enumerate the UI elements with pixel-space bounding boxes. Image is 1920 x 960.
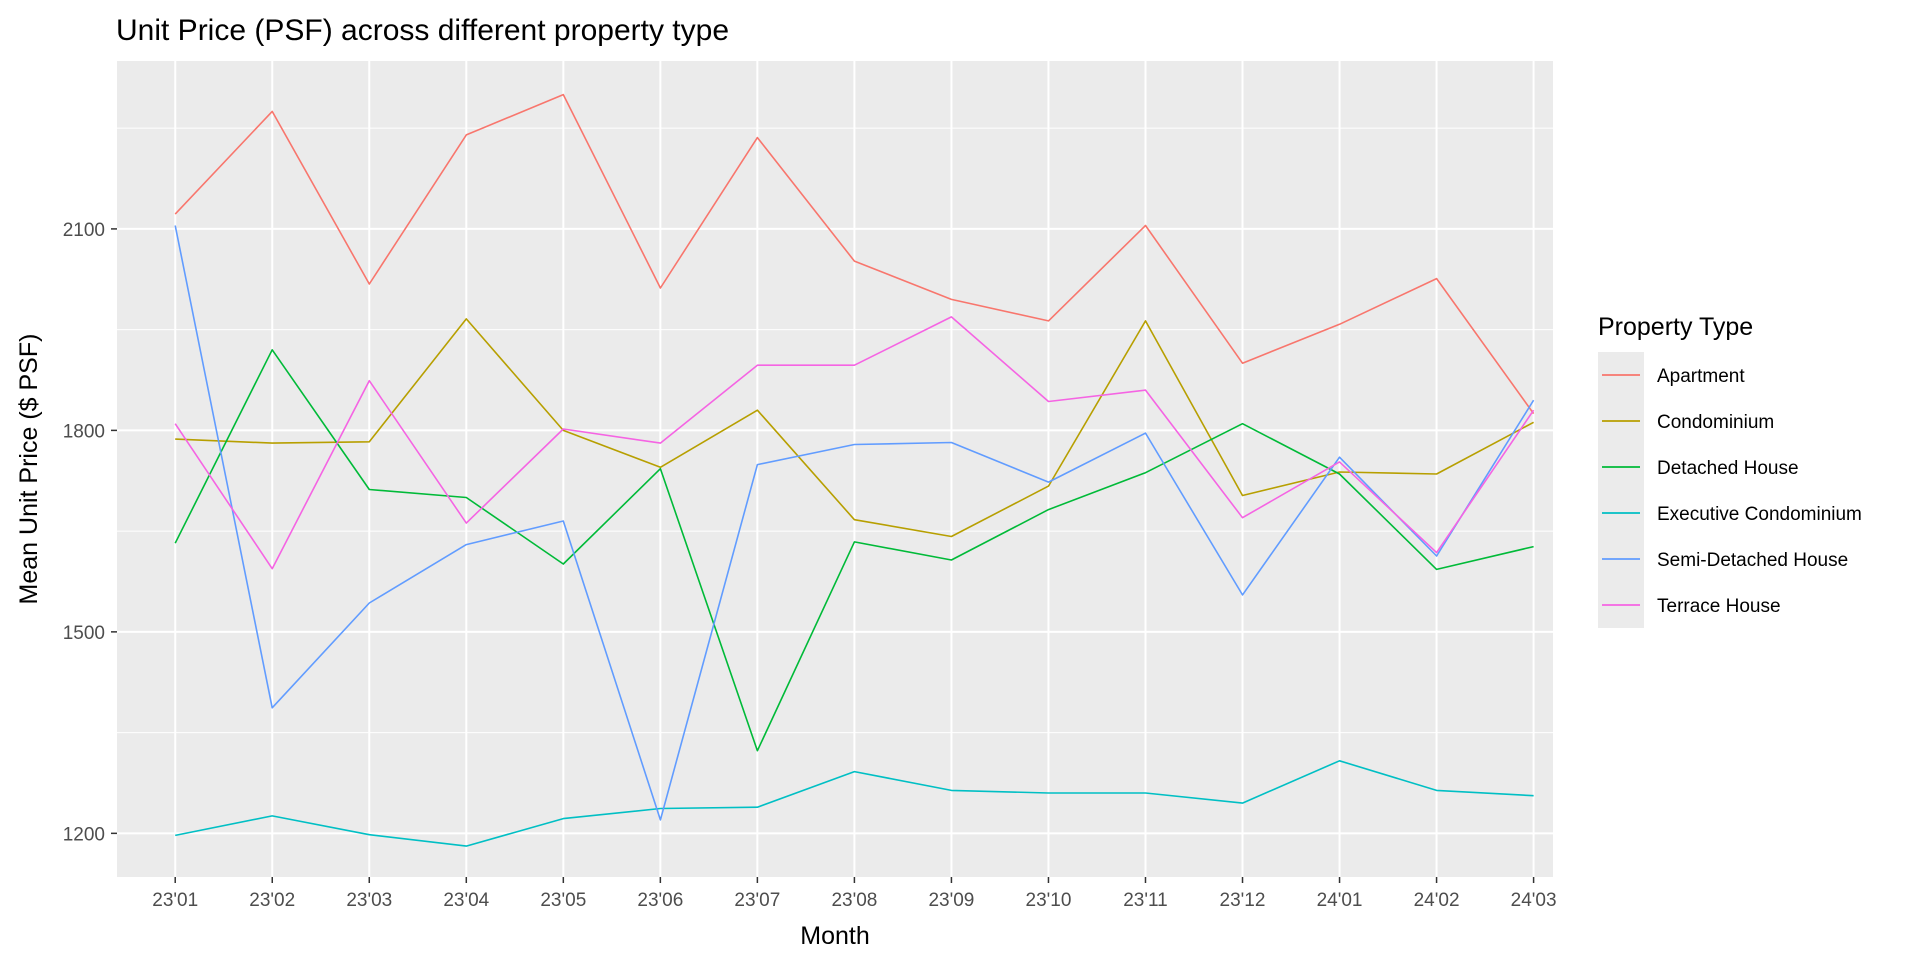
legend-title: Property Type <box>1598 313 1753 341</box>
x-tick-label: 24'03 <box>1511 890 1557 911</box>
y-axis: 1200 1500 1800 2100 <box>63 220 117 845</box>
x-tick-label: 23'07 <box>734 890 780 911</box>
x-tick-label: 23'03 <box>346 890 392 911</box>
x-axis: 23'01 23'02 23'03 23'04 23'05 23'06 23'07 23'08… <box>152 877 1557 911</box>
x-tick-label: 23'05 <box>540 890 586 911</box>
x-tick-label: 23'08 <box>831 890 877 911</box>
legend-label: Detached House <box>1657 458 1799 479</box>
legend-label: Executive Condominium <box>1657 504 1862 525</box>
x-tick-label: 24'01 <box>1317 890 1363 911</box>
series-line-detached-house <box>174 348 1534 752</box>
series-line-semi-detached-house <box>174 225 1535 821</box>
plot-panel <box>117 61 1553 877</box>
series-line-apartment <box>174 93 1535 415</box>
x-tick-label: 23'04 <box>443 890 489 911</box>
y-axis-title: Mean Unit Price ($ PSF) <box>15 334 43 605</box>
x-tick-label: 23'01 <box>152 890 198 911</box>
series-line-terrace-house <box>174 316 1535 570</box>
legend: Property Type Apartment Condominium Detach… <box>1598 313 1862 628</box>
x-tick-label: 23'09 <box>928 890 974 911</box>
y-tick-label: 1200 <box>63 824 105 845</box>
chart-title: Unit Price (PSF) across different proper… <box>116 14 729 47</box>
series-lines <box>174 93 1535 847</box>
legend-label: Terrace House <box>1657 596 1781 617</box>
x-axis-title: Month <box>800 922 869 950</box>
legend-items: Apartment Condominium Detached House Execut… <box>1602 366 1862 617</box>
minor-gridlines <box>117 127 1553 734</box>
x-tick-label: 23'02 <box>249 890 295 911</box>
x-tick-label: 24'02 <box>1414 890 1460 911</box>
y-tick-label: 1500 <box>63 623 105 644</box>
x-tick-label: 23'10 <box>1026 890 1072 911</box>
y-tick-label: 1800 <box>63 421 105 442</box>
series-line-executive-condominium <box>175 759 1534 847</box>
legend-label: Apartment <box>1657 366 1745 387</box>
legend-key-background <box>1598 352 1644 628</box>
x-tick-label: 23'12 <box>1220 890 1266 911</box>
legend-label: Condominium <box>1657 412 1774 433</box>
y-tick-label: 2100 <box>63 220 105 241</box>
legend-label: Semi-Detached House <box>1657 550 1848 571</box>
x-tick-label: 23'06 <box>637 890 683 911</box>
x-tick-label: 23'11 <box>1123 890 1168 911</box>
